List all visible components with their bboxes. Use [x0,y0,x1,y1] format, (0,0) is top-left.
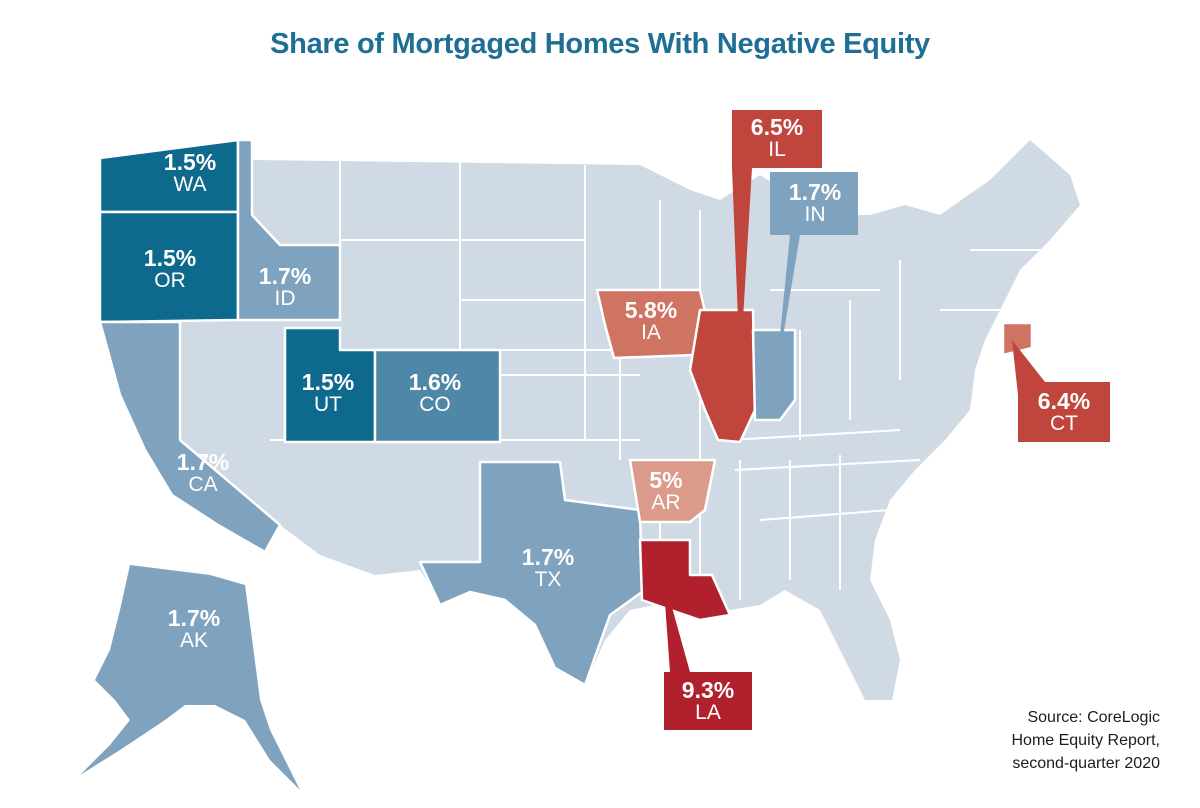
label-CT-value: 6.4% [1037,388,1091,414]
in-callout [770,172,858,385]
label-WA-code: WA [173,173,207,197]
state-IN [751,328,797,422]
label-IN: 1.7% IN [770,180,860,226]
state-CA [98,320,282,554]
label-TX-value: 1.7% [521,544,575,570]
label-CA-code: CA [188,473,218,497]
label-CT: 6.4% CT [1019,389,1109,435]
label-UT-code: UT [314,393,342,417]
state-LA [638,538,732,622]
label-CA: 1.7% CA [158,450,248,496]
label-IL-value: 6.5% [750,114,804,140]
map-title: Share of Mortgaged Homes With Negative E… [270,28,930,60]
label-OR-value: 1.5% [143,245,197,271]
label-CO-code: CO [419,393,451,417]
source-prefix: Source: [1027,709,1088,726]
state-AR [628,458,717,524]
state-CT [1001,321,1034,357]
label-ID-value: 1.7% [258,263,312,289]
label-UT-value: 1.5% [301,369,355,395]
label-AK: 1.7% AK [149,606,239,652]
label-IA-value: 5.8% [624,297,678,323]
state-ID [236,138,342,322]
la-callout [663,575,752,730]
label-IA-code: IA [641,321,661,345]
label-AK-code: AK [179,629,208,653]
label-CT-code: CT [1050,412,1078,436]
label-IN-code: IN [804,203,826,227]
label-IL: 6.5% IL [732,115,822,161]
state-TX [418,460,644,687]
label-AK-value: 1.7% [167,605,221,631]
label-AR-code: AR [651,491,681,515]
label-WA: 1.5% WA [145,150,235,196]
state-IL [688,308,757,444]
label-IA: 5.8% IA [606,298,696,344]
us-land [100,140,1080,700]
source-line-1: Source: CoreLogic [1011,706,1160,729]
source-period: second-quarter 2020 [1012,755,1160,772]
label-WA-value: 1.5% [163,149,217,175]
label-CA-value: 1.7% [176,449,230,475]
ct-callout [1012,340,1110,442]
label-TX-code: TX [534,568,562,592]
label-LA-value: 9.3% [681,677,735,703]
label-AR: 5% AR [621,468,711,514]
state-CO [373,348,502,444]
label-ID: 1.7% ID [240,264,330,310]
il-callout [732,110,822,370]
source-note: Source: CoreLogic Home Equity Report, se… [1011,706,1160,775]
alaska-shape [80,565,300,790]
label-CO: 1.6% CO [390,370,480,416]
label-UT: 1.5% UT [283,370,373,416]
label-LA: 9.3% LA [663,678,753,724]
source-publisher: CoreLogic [1087,709,1160,726]
label-LA-code: LA [695,701,721,725]
label-IN-value: 1.7% [788,179,842,205]
label-OR-code: OR [154,269,186,293]
source-report: Home Equity Report, [1011,732,1160,749]
label-TX: 1.7% TX [503,545,593,591]
label-ID-code: ID [274,287,296,311]
label-AR-value: 5% [649,467,683,493]
label-IL-code: IL [768,138,786,162]
label-CO-value: 1.6% [408,369,462,395]
label-OR: 1.5% OR [125,246,215,292]
